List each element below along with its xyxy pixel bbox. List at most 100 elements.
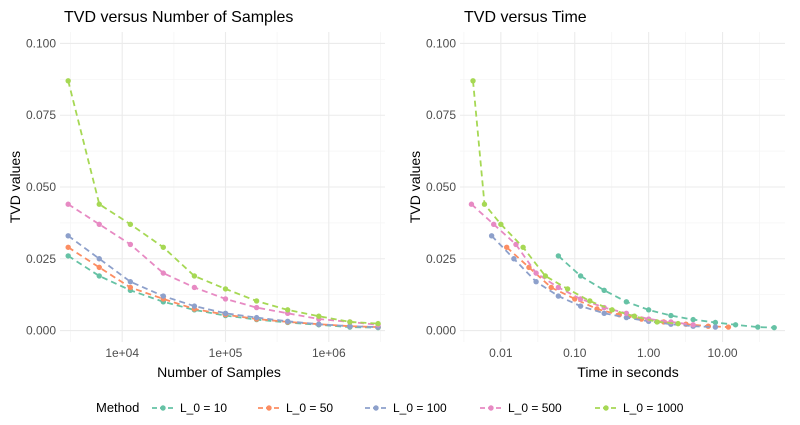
left-data-point (316, 313, 322, 319)
left-series-line (67, 235, 379, 328)
right-data-point (542, 273, 549, 279)
left-data-point (65, 233, 71, 239)
left-data-point (191, 303, 198, 309)
legend-items: L_0 = 10 L_0 = 50 L_0 = 100 L_0 = 500 L_0 = … (152, 401, 684, 415)
right-y-tick-label: 0.000 (426, 324, 456, 338)
left-series-line (67, 203, 379, 326)
left-series-2 (65, 244, 381, 330)
right-panel-title: TVD versus Time (464, 9, 587, 26)
left-data-point (160, 270, 167, 276)
right-series-layer (468, 78, 777, 331)
left-data-point (96, 221, 102, 228)
left-series-4 (65, 201, 381, 328)
left-y-tick-label: 0.100 (26, 36, 56, 50)
left-data-point (96, 273, 102, 279)
right-data-point (601, 287, 607, 294)
left-data-point (127, 284, 134, 291)
left-y-tick-label: 0.025 (26, 252, 56, 266)
left-grid (60, 32, 385, 342)
right-data-point (712, 324, 719, 330)
left-ticks: 1e+04 1e+05 1e+06 0.000 0.025 0.050 0.075 0.100 (26, 36, 346, 360)
right-data-point (755, 324, 761, 330)
right-data-point (520, 244, 526, 250)
legend-item: L_0 = 10 (152, 401, 227, 415)
right-y-tick-label: 0.025 (426, 252, 456, 266)
right-x-tick-label: 0.01 (489, 346, 513, 360)
right-data-point (771, 324, 777, 331)
right-data-point (490, 221, 497, 228)
legend-item: L_0 = 500 (480, 401, 562, 415)
right-data-point (504, 244, 510, 250)
left-data-point (96, 256, 102, 262)
left-y-axis-title: TVD values (7, 151, 23, 223)
right-data-point (690, 322, 696, 328)
right-data-point (712, 319, 719, 326)
legend: Method L_0 = 10 L_0 = 50 L_0 = 100 L_0 = 50… (96, 400, 684, 415)
left-y-tick-label: 0.050 (26, 180, 56, 194)
left-data-point (65, 244, 71, 250)
right-data-point (555, 284, 562, 291)
left-data-point (375, 320, 381, 327)
right-data-point (690, 316, 696, 323)
right-data-point (609, 307, 615, 313)
legend-item-label: L_0 = 1000 (623, 401, 684, 415)
legend-item-label: L_0 = 500 (508, 401, 562, 415)
right-panel: TVD versus Time 0.01 0.10 1.00 10.000.0000.… (407, 9, 785, 380)
legend-title: Method (96, 400, 139, 415)
right-data-point (488, 233, 495, 239)
left-data-point (284, 307, 291, 313)
right-data-point (623, 310, 630, 316)
right-data-point (623, 299, 630, 305)
left-data-point (96, 201, 102, 207)
legend-item-label: L_0 = 10 (180, 401, 227, 415)
left-data-point (253, 298, 260, 304)
right-series-line (557, 255, 775, 329)
right-data-point (555, 253, 562, 259)
left-x-tick-label: 1e+05 (209, 346, 243, 360)
left-series-layer (65, 78, 381, 331)
right-y-tick-label: 0.100 (426, 36, 456, 50)
right-series-5 (470, 78, 681, 327)
left-data-point (160, 293, 167, 299)
right-data-point (548, 284, 554, 291)
left-data-point (160, 244, 167, 250)
left-y-tick-label: 0.000 (26, 324, 56, 338)
right-x-axis-title: Time in seconds (577, 364, 678, 380)
legend-item: L_0 = 1000 (595, 401, 684, 415)
right-data-point (645, 307, 652, 313)
legend-item: L_0 = 50 (258, 401, 333, 415)
left-data-point (96, 264, 102, 271)
right-data-point (470, 78, 476, 84)
right-data-point (631, 313, 638, 319)
right-x-tick-label: 10.00 (708, 346, 738, 360)
right-data-point (601, 310, 607, 316)
left-series-3 (65, 233, 381, 330)
left-x-tick-label: 1e+04 (105, 346, 139, 360)
right-data-point (468, 201, 475, 207)
right-data-point (498, 221, 504, 228)
right-data-point (668, 312, 674, 319)
left-data-point (222, 310, 229, 316)
legend-item-label: L_0 = 50 (286, 401, 333, 415)
right-data-point (511, 256, 517, 262)
left-data-point (127, 279, 134, 285)
left-data-point (127, 221, 134, 228)
left-data-point (65, 253, 71, 259)
right-data-point (533, 279, 539, 285)
right-data-point (533, 270, 539, 276)
left-series-line (67, 80, 379, 325)
right-data-point (481, 201, 488, 207)
legend-key-point (488, 405, 494, 411)
right-data-point (555, 293, 562, 299)
left-y-tick-label: 0.075 (26, 108, 56, 122)
right-data-point (577, 303, 584, 309)
right-data-point (513, 241, 519, 248)
left-data-point (284, 318, 291, 325)
right-data-point (654, 319, 660, 325)
right-grid (460, 32, 785, 342)
left-data-point (253, 314, 260, 321)
right-y-tick-label: 0.050 (426, 180, 456, 194)
right-series-4 (468, 201, 696, 328)
legend-key-point (160, 405, 166, 411)
left-series-5 (65, 78, 381, 327)
